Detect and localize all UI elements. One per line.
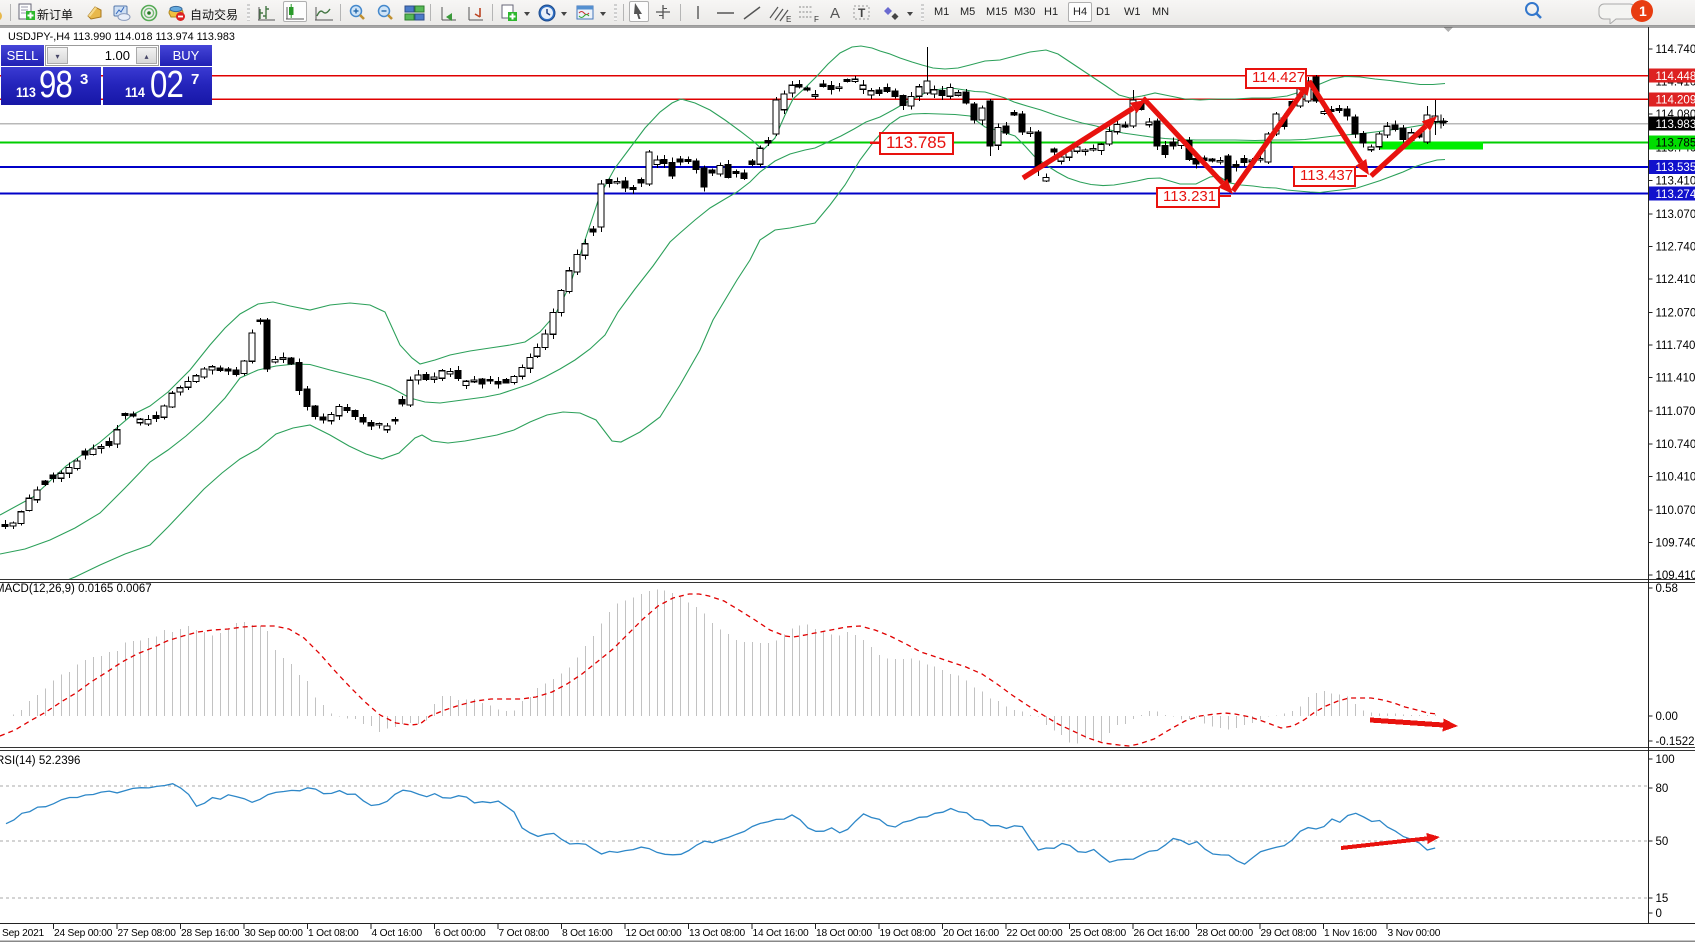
svg-text:110.410: 110.410	[1656, 471, 1695, 483]
svg-text:20 Oct 16:00: 20 Oct 16:00	[943, 928, 999, 939]
svg-text:80: 80	[1656, 783, 1669, 795]
svg-text:113.983: 113.983	[1656, 119, 1695, 131]
svg-text:109.740: 109.740	[1656, 538, 1695, 550]
svg-text:24 Sep 00:00: 24 Sep 00:00	[54, 928, 113, 939]
svg-text:28 Sep 16:00: 28 Sep 16:00	[181, 928, 240, 939]
svg-text:109.410: 109.410	[1656, 570, 1695, 582]
svg-text:113.785: 113.785	[886, 133, 946, 152]
svg-text:29 Oct 08:00: 29 Oct 08:00	[1261, 928, 1317, 939]
svg-text:1: 1	[1639, 3, 1647, 19]
svg-text:112.740: 112.740	[1656, 241, 1695, 253]
svg-text:Sep 2021: Sep 2021	[2, 928, 45, 939]
svg-text:A: A	[830, 5, 840, 22]
svg-text:13 Oct 08:00: 13 Oct 08:00	[689, 928, 745, 939]
svg-text:0.58: 0.58	[1656, 583, 1678, 595]
svg-text:112.410: 112.410	[1656, 274, 1695, 286]
svg-text:113.274: 113.274	[1656, 189, 1695, 201]
svg-text:112.070: 112.070	[1656, 308, 1695, 320]
svg-text:T: T	[858, 6, 866, 20]
svg-text:14 Oct 16:00: 14 Oct 16:00	[753, 928, 809, 939]
svg-text:22 Oct 00:00: 22 Oct 00:00	[1007, 928, 1063, 939]
svg-text:E: E	[786, 15, 791, 24]
svg-text:1 Nov 16:00: 1 Nov 16:00	[1324, 928, 1377, 939]
svg-text:RSI(14) 52.2396: RSI(14) 52.2396	[0, 755, 80, 767]
svg-text:113.535: 113.535	[1656, 162, 1695, 174]
svg-text:27 Sep 08:00: 27 Sep 08:00	[118, 928, 177, 939]
svg-text:18 Oct 00:00: 18 Oct 00:00	[816, 928, 872, 939]
svg-text:0: 0	[1656, 908, 1662, 920]
svg-text:100: 100	[1656, 754, 1675, 766]
svg-text:1 Oct 08:00: 1 Oct 08:00	[308, 928, 359, 939]
svg-text:25 Oct 08:00: 25 Oct 08:00	[1070, 928, 1126, 939]
svg-text:110.070: 110.070	[1656, 505, 1695, 517]
svg-text:8 Oct 16:00: 8 Oct 16:00	[562, 928, 613, 939]
svg-text:12 Oct 00:00: 12 Oct 00:00	[626, 928, 682, 939]
svg-text:111.740: 111.740	[1656, 340, 1695, 352]
svg-text:113.410: 113.410	[1656, 175, 1695, 187]
svg-text:26 Oct 16:00: 26 Oct 16:00	[1134, 928, 1190, 939]
svg-text:28 Oct 00:00: 28 Oct 00:00	[1197, 928, 1253, 939]
svg-text:MACD(12,26,9) 0.0165 0.0067: MACD(12,26,9) 0.0165 0.0067	[0, 583, 152, 595]
svg-text:6 Oct 00:00: 6 Oct 00:00	[435, 928, 486, 939]
svg-text:3 Nov 00:00: 3 Nov 00:00	[1388, 928, 1441, 939]
svg-text:110.740: 110.740	[1656, 439, 1695, 451]
svg-text:15: 15	[1656, 893, 1669, 905]
svg-text:F: F	[814, 15, 819, 24]
svg-text:0.00: 0.00	[1656, 711, 1678, 723]
svg-text:113.231: 113.231	[1163, 188, 1216, 205]
svg-text:111.410: 111.410	[1656, 373, 1695, 385]
svg-text:113.437: 113.437	[1300, 167, 1353, 184]
svg-text:114.448: 114.448	[1656, 71, 1695, 83]
svg-text:19 Oct 08:00: 19 Oct 08:00	[880, 928, 936, 939]
svg-text:4 Oct 16:00: 4 Oct 16:00	[372, 928, 423, 939]
svg-text:113.070: 113.070	[1656, 209, 1695, 221]
svg-text:-0.1522: -0.1522	[1656, 736, 1695, 748]
svg-text:114.209: 114.209	[1656, 95, 1695, 107]
svg-text:30 Sep 00:00: 30 Sep 00:00	[245, 928, 304, 939]
svg-text:7 Oct 08:00: 7 Oct 08:00	[499, 928, 550, 939]
svg-text:114.427: 114.427	[1252, 69, 1305, 86]
svg-text:USDJPY-,H4 113.990 114.018 11: USDJPY-,H4 113.990 114.018 113.974 113.9…	[8, 31, 235, 43]
svg-text:113.785: 113.785	[1656, 138, 1695, 150]
svg-text:50: 50	[1656, 836, 1669, 848]
svg-text:114.740: 114.740	[1656, 44, 1695, 56]
svg-text:111.070: 111.070	[1656, 406, 1695, 418]
